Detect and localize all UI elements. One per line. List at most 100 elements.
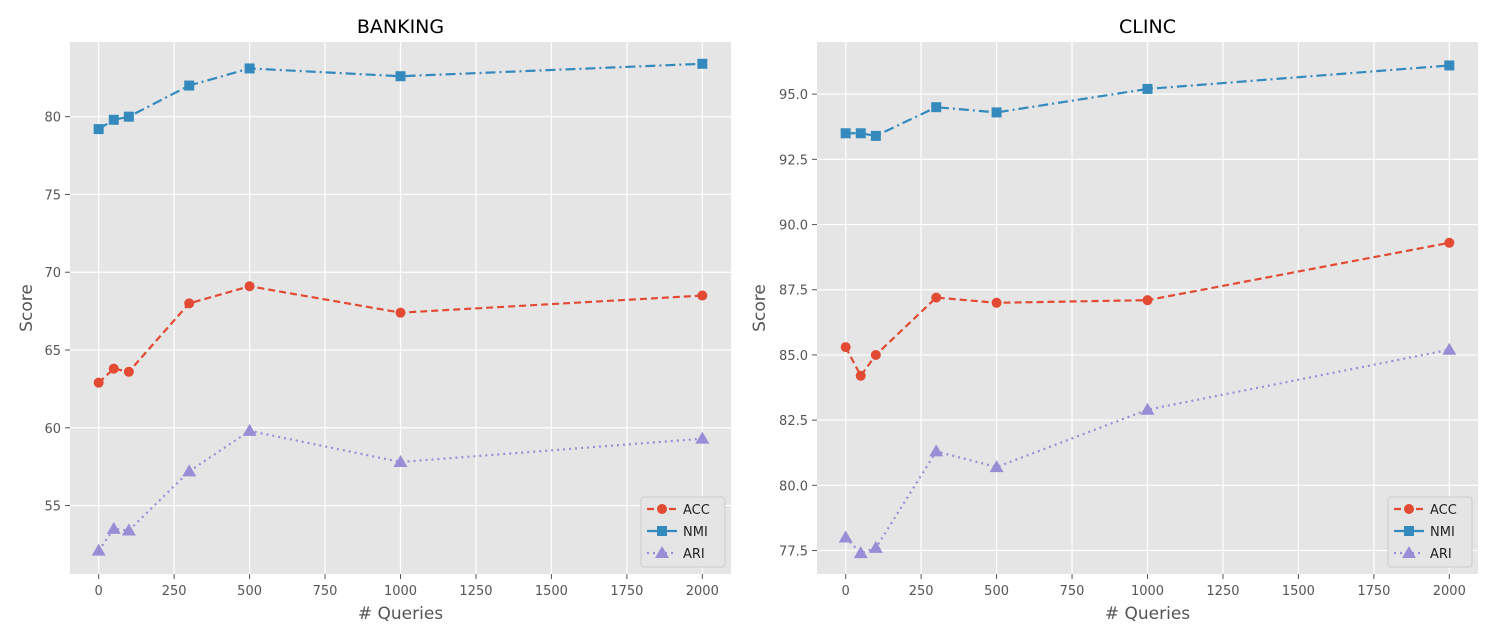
y-axis-label-clinc: Score	[750, 284, 770, 332]
data-point-acc	[870, 349, 881, 360]
chart-title-banking: BANKING	[357, 16, 444, 38]
legend-marker-ari	[655, 546, 669, 558]
x-tick-label: 1250	[1206, 584, 1239, 599]
series-clinc	[838, 60, 1457, 559]
x-tick-label: 1000	[1131, 584, 1164, 599]
legend-label-acc: ACC	[683, 503, 710, 518]
x-tick-label: 250	[162, 584, 187, 599]
data-point-acc	[244, 281, 255, 292]
data-point-acc	[931, 292, 942, 303]
y-tick-label: 92.5	[779, 153, 808, 168]
legend-marker-ari	[1402, 546, 1416, 558]
data-point-nmi	[991, 107, 1002, 118]
data-point-acc	[395, 307, 406, 318]
data-point-ari	[393, 455, 408, 467]
x-tick-label: 750	[1060, 584, 1085, 599]
y-tick-label: 80.0	[779, 479, 808, 494]
data-point-nmi	[931, 102, 942, 113]
data-point-ari	[929, 444, 944, 457]
legend-label-ari: ARI	[683, 547, 705, 562]
grid-banking	[70, 42, 731, 574]
y-tick-label: 95.0	[779, 88, 808, 103]
x-tick-label: 0	[842, 584, 850, 599]
y-axis-label-banking: Score	[17, 284, 37, 332]
x-tick-label: 500	[984, 584, 1009, 599]
series-banking	[91, 58, 710, 556]
data-point-acc	[697, 290, 708, 301]
legend-marker-acc	[1404, 504, 1414, 514]
legend-clinc: ACC NMI ARI	[1387, 496, 1473, 568]
data-point-ari	[121, 523, 136, 536]
data-point-nmi	[1444, 60, 1455, 71]
data-point-acc	[93, 377, 104, 388]
data-point-nmi	[697, 58, 708, 69]
x-tick-label: 0	[95, 584, 103, 599]
y-tick-label: 77.5	[779, 545, 808, 560]
data-point-ari	[695, 431, 710, 444]
data-point-ari	[1442, 342, 1457, 355]
y-tick-label: 55	[44, 500, 61, 515]
y-tick-label: 85.0	[779, 349, 808, 364]
x-axis-label-clinc: # Queries	[1105, 604, 1190, 624]
x-tick-label: 750	[313, 584, 338, 599]
data-point-acc	[855, 370, 866, 381]
legend-marker-acc	[657, 504, 667, 514]
data-point-ari	[868, 540, 883, 553]
data-point-ari	[91, 543, 106, 556]
ticks-banking: 0 250 500 750 1000 1250 1500 1750 2000 55 60 65 70 75…	[44, 111, 718, 599]
x-tick-label: 1000	[384, 584, 417, 599]
x-tick-label: 1250	[459, 584, 492, 599]
legend-items-banking	[647, 504, 677, 558]
x-tick-label: 2000	[686, 584, 719, 599]
data-point-nmi	[855, 128, 866, 139]
chart-clinc: 0 250 500 750 1000 1250 1500 1750 2000 77.5 80.0 82…	[750, 16, 1478, 624]
x-tick-label: 1500	[1282, 584, 1315, 599]
x-axis-label-banking: # Queries	[358, 604, 443, 624]
data-point-nmi	[123, 111, 134, 122]
x-tick-label: 2000	[1433, 584, 1466, 599]
y-tick-label: 70	[44, 266, 61, 281]
data-point-acc	[840, 342, 851, 353]
data-point-nmi	[1142, 83, 1153, 94]
x-tick-label: 1750	[610, 584, 643, 599]
y-tick-label: 65	[44, 344, 61, 359]
data-point-acc	[123, 366, 134, 377]
data-point-nmi	[870, 130, 881, 141]
data-point-nmi	[395, 71, 406, 82]
data-point-acc	[1444, 237, 1455, 248]
data-point-nmi	[93, 124, 104, 135]
legend-label-nmi: NMI	[1430, 525, 1455, 540]
grid-clinc	[817, 42, 1478, 574]
data-point-ari	[106, 521, 121, 534]
legend-banking: ACC NMI ARI	[640, 496, 726, 568]
data-point-nmi	[184, 80, 195, 91]
chart-title-clinc: CLINC	[1119, 16, 1176, 38]
legend-items-clinc	[1394, 504, 1424, 558]
y-tick-label: 60	[44, 422, 61, 437]
x-tick-label: 500	[237, 584, 262, 599]
data-point-ari	[242, 423, 257, 436]
legend-label-ari: ARI	[1430, 547, 1452, 562]
data-point-acc	[991, 297, 1002, 308]
legend-marker-nmi	[1404, 526, 1414, 536]
y-tick-label: 82.5	[779, 414, 808, 429]
y-tick-label: 87.5	[779, 284, 808, 299]
data-point-ari	[838, 530, 853, 543]
legend-label-nmi: NMI	[683, 525, 708, 540]
data-point-ari	[182, 464, 197, 477]
chart-banking: 0 250 500 750 1000 1250 1500 1750 2000 55 60 65 70 75…	[17, 16, 731, 624]
x-tick-label: 1750	[1357, 584, 1390, 599]
y-tick-label: 90.0	[779, 219, 808, 234]
ticks-clinc: 0 250 500 750 1000 1250 1500 1750 2000 77.5 80.0 82…	[779, 88, 1466, 599]
x-tick-label: 1500	[535, 584, 568, 599]
data-point-nmi	[840, 128, 851, 139]
data-point-nmi	[108, 114, 119, 125]
data-point-ari	[1140, 402, 1155, 415]
legend-marker-nmi	[657, 526, 667, 536]
data-point-nmi	[244, 63, 255, 74]
x-tick-label: 250	[909, 584, 934, 599]
y-tick-label: 75	[44, 188, 61, 203]
data-point-acc	[184, 298, 195, 309]
data-point-ari	[989, 460, 1004, 473]
